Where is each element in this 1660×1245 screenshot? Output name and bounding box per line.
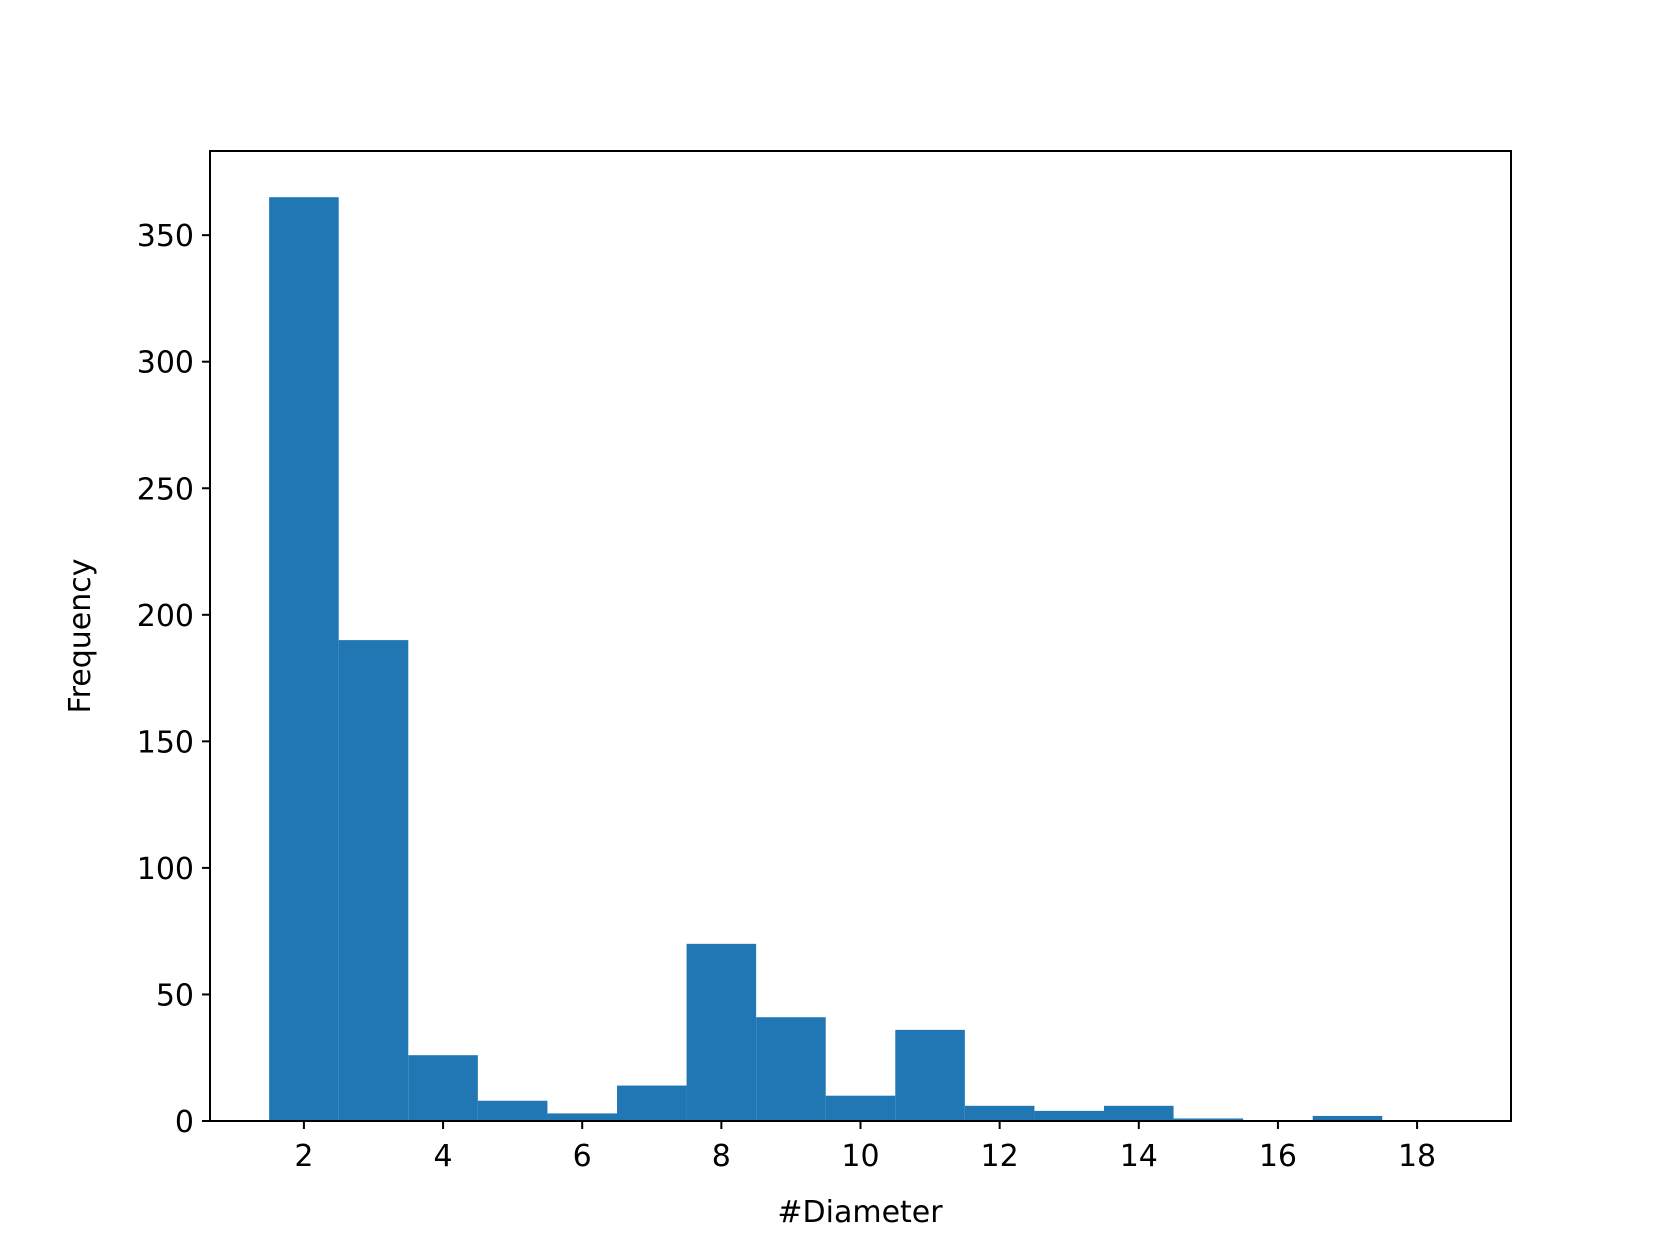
y-tick-label: 350 (137, 219, 194, 254)
y-tick-label: 200 (137, 599, 194, 634)
bar (756, 1017, 826, 1121)
x-axis-label: #Diameter (777, 1195, 943, 1230)
x-tick-label: 14 (1120, 1139, 1158, 1174)
bar (616, 1085, 687, 1121)
bar (895, 1029, 965, 1121)
x-tick-label: 6 (573, 1139, 592, 1174)
x-tick-label: 16 (1259, 1139, 1297, 1174)
bar (825, 1095, 896, 1121)
bar (269, 197, 339, 1121)
x-tick-label: 4 (434, 1139, 453, 1174)
bar (477, 1100, 548, 1121)
bar (1034, 1110, 1105, 1121)
y-tick-label: 300 (137, 346, 194, 381)
y-tick-label: 250 (137, 472, 194, 507)
bar (686, 943, 757, 1121)
bar (964, 1105, 1035, 1121)
bar (1312, 1115, 1383, 1121)
bar (408, 1055, 478, 1121)
x-tick-label: 2 (294, 1139, 313, 1174)
bar (547, 1113, 617, 1121)
y-tick-label: 0 (175, 1105, 194, 1140)
bar (338, 640, 409, 1121)
y-tick-label: 50 (156, 978, 194, 1013)
x-tick-label: 8 (712, 1139, 731, 1174)
y-tick-label: 100 (137, 852, 194, 887)
x-tick-label: 10 (841, 1139, 879, 1174)
y-axis-label: Frequency (63, 559, 98, 714)
bar (1173, 1118, 1244, 1121)
bar (1104, 1105, 1174, 1121)
x-tick-label: 12 (981, 1139, 1019, 1174)
plot-frame (209, 150, 1512, 1122)
y-tick-label: 150 (137, 725, 194, 760)
x-tick-label: 18 (1398, 1139, 1436, 1174)
